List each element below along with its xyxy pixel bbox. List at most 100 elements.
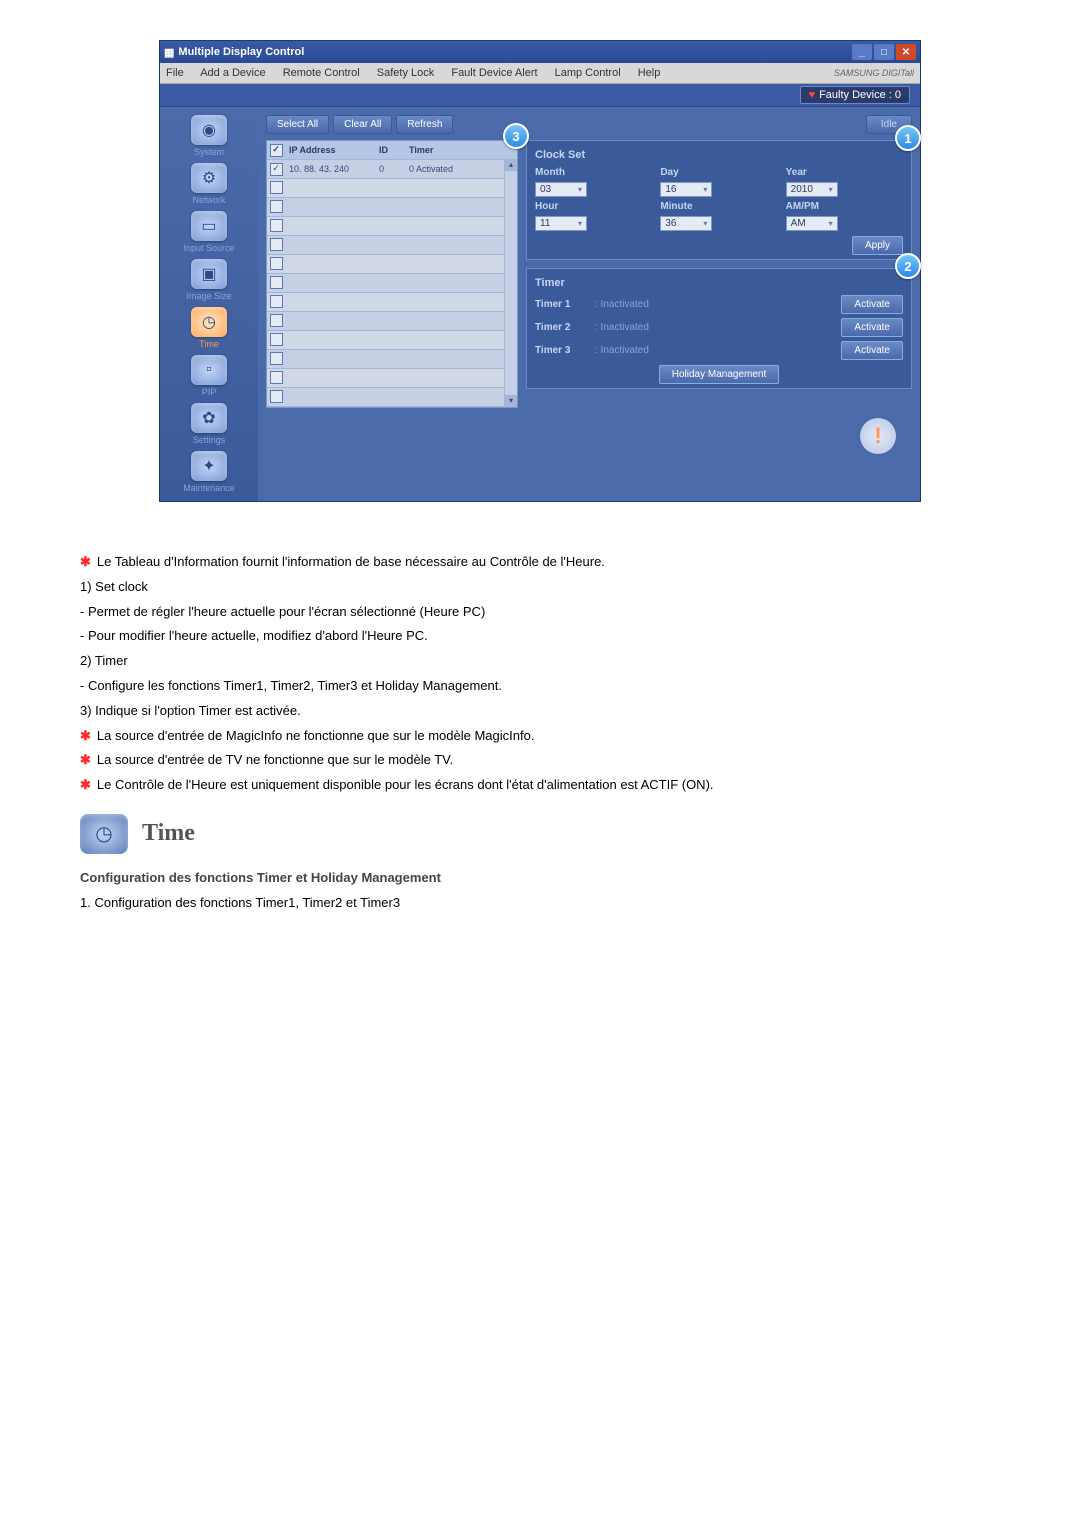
row-checkbox[interactable]	[270, 238, 283, 251]
sidebar-item-time[interactable]: ◷Time	[191, 307, 227, 349]
time-section-icon: ◷	[80, 814, 128, 854]
select-month[interactable]: 03	[535, 182, 587, 197]
row-checkbox[interactable]	[270, 295, 283, 308]
select-all-button[interactable]: Select All	[266, 115, 329, 134]
header-checkbox[interactable]	[270, 144, 283, 157]
table-row[interactable]	[267, 255, 517, 274]
doc-sub1: 1. Configuration des fonctions Timer1, T…	[80, 893, 1000, 914]
menu-lamp-control[interactable]: Lamp Control	[555, 67, 621, 79]
activate-button[interactable]: Activate	[841, 341, 903, 360]
table-row[interactable]: 10. 88. 43. 24000 Activated	[267, 160, 517, 179]
section-title: Time	[142, 820, 195, 847]
cell-id: 0	[379, 164, 409, 174]
sidebar-item-image-size[interactable]: ▣Image Size	[186, 259, 231, 301]
clock-set-title: Clock Set	[535, 149, 903, 161]
table-row[interactable]	[267, 179, 517, 198]
table-scrollbar[interactable]: ▴ ▾	[504, 159, 517, 407]
minimize-button[interactable]: _	[852, 44, 872, 60]
timer-status: : Inactivated	[595, 322, 831, 333]
sidebar-label: Input Source	[183, 243, 234, 253]
doc-n3: 3) Indique si l'option Timer est activée…	[80, 701, 1000, 722]
timer-row: Timer 2 : Inactivated Activate	[535, 318, 903, 337]
row-checkbox[interactable]	[270, 371, 283, 384]
timer-status: : Inactivated	[595, 345, 831, 356]
table-row[interactable]	[267, 331, 517, 350]
row-checkbox[interactable]	[270, 276, 283, 289]
row-checkbox[interactable]	[270, 181, 283, 194]
table-row[interactable]	[267, 217, 517, 236]
alert-icon: !	[860, 418, 896, 454]
doc-n1a: - Permet de régler l'heure actuelle pour…	[80, 602, 1000, 623]
holiday-management-button[interactable]: Holiday Management	[659, 365, 780, 384]
menu-safety-lock[interactable]: Safety Lock	[377, 67, 434, 79]
table-row[interactable]	[267, 388, 517, 407]
row-checkbox[interactable]	[270, 163, 283, 176]
label-minute: Minute	[660, 201, 777, 212]
scroll-up-button[interactable]: ▴	[505, 159, 517, 171]
app-icon: ▦	[164, 46, 174, 59]
label-day: Day	[660, 167, 777, 178]
table-row[interactable]	[267, 274, 517, 293]
window-title: Multiple Display Control	[178, 46, 304, 58]
sidebar-item-pip[interactable]: ▫ PIP	[191, 355, 227, 397]
select-hour[interactable]: 11	[535, 216, 587, 231]
sidebar-item-system[interactable]: ◉System	[191, 115, 227, 157]
cell-ip: 10. 88. 43. 240	[285, 164, 379, 174]
star-icon: ✱	[80, 728, 91, 743]
row-checkbox[interactable]	[270, 390, 283, 403]
row-checkbox[interactable]	[270, 200, 283, 213]
callout-2: 2	[895, 253, 921, 279]
table-row[interactable]	[267, 293, 517, 312]
maximize-button[interactable]: □	[874, 44, 894, 60]
row-checkbox[interactable]	[270, 352, 283, 365]
label-year: Year	[786, 167, 903, 178]
table-row[interactable]	[267, 312, 517, 331]
timer-name: Timer 2	[535, 322, 585, 333]
activate-button[interactable]: Activate	[841, 318, 903, 337]
star-icon: ✱	[80, 777, 91, 792]
label-hour: Hour	[535, 201, 652, 212]
doc-n2a: - Configure les fonctions Timer1, Timer2…	[80, 676, 1000, 697]
timer-title: Timer	[535, 277, 903, 289]
select-year[interactable]: 2010	[786, 182, 838, 197]
menu-file[interactable]: File	[166, 67, 184, 79]
scroll-down-button[interactable]: ▾	[505, 395, 517, 407]
menu-fault-device-alert[interactable]: Fault Device Alert	[451, 67, 537, 79]
window-controls: _ □ ✕	[852, 44, 916, 60]
table-row[interactable]	[267, 198, 517, 217]
row-checkbox[interactable]	[270, 314, 283, 327]
select-minute[interactable]: 36	[660, 216, 712, 231]
pip-icon: ▫	[191, 355, 227, 385]
activate-button[interactable]: Activate	[841, 295, 903, 314]
table-row[interactable]	[267, 369, 517, 388]
sidebar-label: PIP	[202, 387, 217, 397]
select-ampm[interactable]: AM	[786, 216, 838, 231]
timer-name: Timer 1	[535, 299, 585, 310]
row-checkbox[interactable]	[270, 219, 283, 232]
select-day[interactable]: 16	[660, 182, 712, 197]
settings-icon: ✿	[191, 403, 227, 433]
clear-all-button[interactable]: Clear All	[333, 115, 392, 134]
sidebar-item-maintenance[interactable]: ✦Maintenance	[183, 451, 235, 493]
sidebar-item-input-source[interactable]: ▭Input Source	[183, 211, 234, 253]
apply-button[interactable]: Apply	[852, 236, 903, 255]
image-size-icon: ▣	[191, 259, 227, 289]
menu-bar: File Add a Device Remote Control Safety …	[160, 63, 920, 84]
menu-add-device[interactable]: Add a Device	[200, 67, 265, 79]
row-checkbox[interactable]	[270, 333, 283, 346]
sidebar-item-network[interactable]: ⚙Network	[191, 163, 227, 205]
table-row[interactable]	[267, 236, 517, 255]
close-button[interactable]: ✕	[896, 44, 916, 60]
sidebar-item-settings[interactable]: ✿Settings	[191, 403, 227, 445]
table-row[interactable]	[267, 350, 517, 369]
main-area: ◉System ⚙Network ▭Input Source ▣Image Size ◷…	[160, 107, 920, 501]
star-icon: ✱	[80, 554, 91, 569]
row-checkbox[interactable]	[270, 257, 283, 270]
menu-remote-control[interactable]: Remote Control	[283, 67, 360, 79]
sidebar-label: Network	[192, 195, 225, 205]
menu-help[interactable]: Help	[638, 67, 661, 79]
col-id: ID	[379, 145, 409, 155]
faulty-device-badge[interactable]: Faulty Device : 0	[800, 86, 910, 104]
refresh-button[interactable]: Refresh	[396, 115, 453, 134]
cell-timer: 0 Activated	[409, 164, 517, 174]
